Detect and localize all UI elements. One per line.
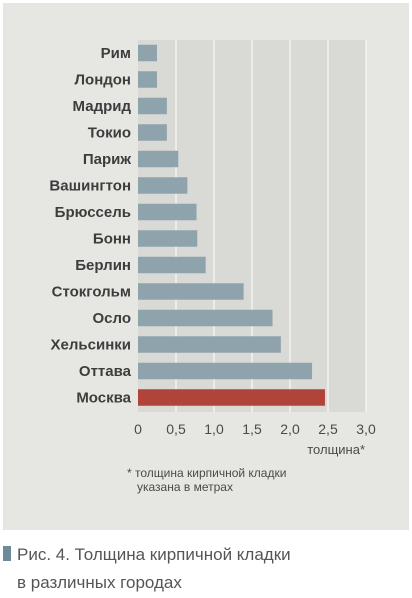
category-label: Брюссель bbox=[55, 204, 131, 221]
category-label: Осло bbox=[92, 310, 131, 327]
caption-line-1: Рис. 4. Толщина кирпичной кладки bbox=[17, 545, 291, 564]
category-label: Москва bbox=[76, 390, 131, 407]
footnote-line-2: указана в метрах bbox=[137, 480, 233, 494]
bar bbox=[138, 97, 167, 115]
category-label: Стокгольм bbox=[52, 284, 131, 301]
category-label: Лондон bbox=[75, 72, 132, 89]
bar bbox=[138, 44, 157, 62]
bar bbox=[138, 389, 325, 406]
category-label: Оттава bbox=[79, 363, 132, 380]
tick-label: 3,0 bbox=[356, 421, 376, 437]
bar bbox=[138, 150, 179, 168]
bar bbox=[138, 203, 197, 221]
bar bbox=[138, 124, 167, 141]
category-label: Париж bbox=[83, 151, 132, 168]
bar bbox=[138, 256, 206, 274]
figure-caption: Рис. 4. Толщина кирпичной кладки в разли… bbox=[3, 541, 291, 597]
category-label: Рим bbox=[101, 45, 131, 62]
bar-chart: Рим Лондон Мадрид Токио Париж Вашингтон Брюссе… bbox=[49, 40, 376, 457]
category-label: Бонн bbox=[93, 231, 131, 248]
bar bbox=[138, 336, 281, 353]
bar bbox=[138, 283, 244, 300]
bar bbox=[138, 309, 273, 327]
tick-label: 1,5 bbox=[242, 421, 262, 437]
tick-label: 1,0 bbox=[204, 421, 224, 437]
category-label: Берлин bbox=[75, 257, 131, 274]
caption-line-2: в различных городах bbox=[17, 573, 182, 592]
tick-labels: 0 0,5 1,0 1,5 2,0 2,5 3,0 bbox=[134, 421, 376, 437]
category-label: Вашингтон bbox=[49, 178, 131, 195]
category-label: Токио bbox=[88, 125, 131, 142]
bar bbox=[138, 71, 157, 88]
tick-label: 0,5 bbox=[166, 421, 186, 437]
category-labels: Рим Лондон Мадрид Токио Париж Вашингтон Брюссе… bbox=[49, 45, 131, 407]
bars bbox=[138, 44, 325, 406]
tick-label: 2,0 bbox=[280, 421, 300, 437]
bar bbox=[138, 230, 198, 247]
footnote: * толщина кирпичной кладки указана в мет… bbox=[127, 466, 327, 494]
x-axis-label: толщина* bbox=[307, 442, 365, 457]
tick-label: 2,5 bbox=[318, 421, 338, 437]
footnote-line-1: * толщина кирпичной кладки bbox=[127, 466, 287, 480]
category-label: Мадрид bbox=[73, 98, 132, 115]
tick-label: 0 bbox=[134, 421, 142, 437]
bar bbox=[138, 362, 313, 380]
bar bbox=[138, 177, 188, 194]
category-label: Хельсинки bbox=[51, 337, 131, 354]
caption-marker-icon bbox=[3, 546, 11, 561]
